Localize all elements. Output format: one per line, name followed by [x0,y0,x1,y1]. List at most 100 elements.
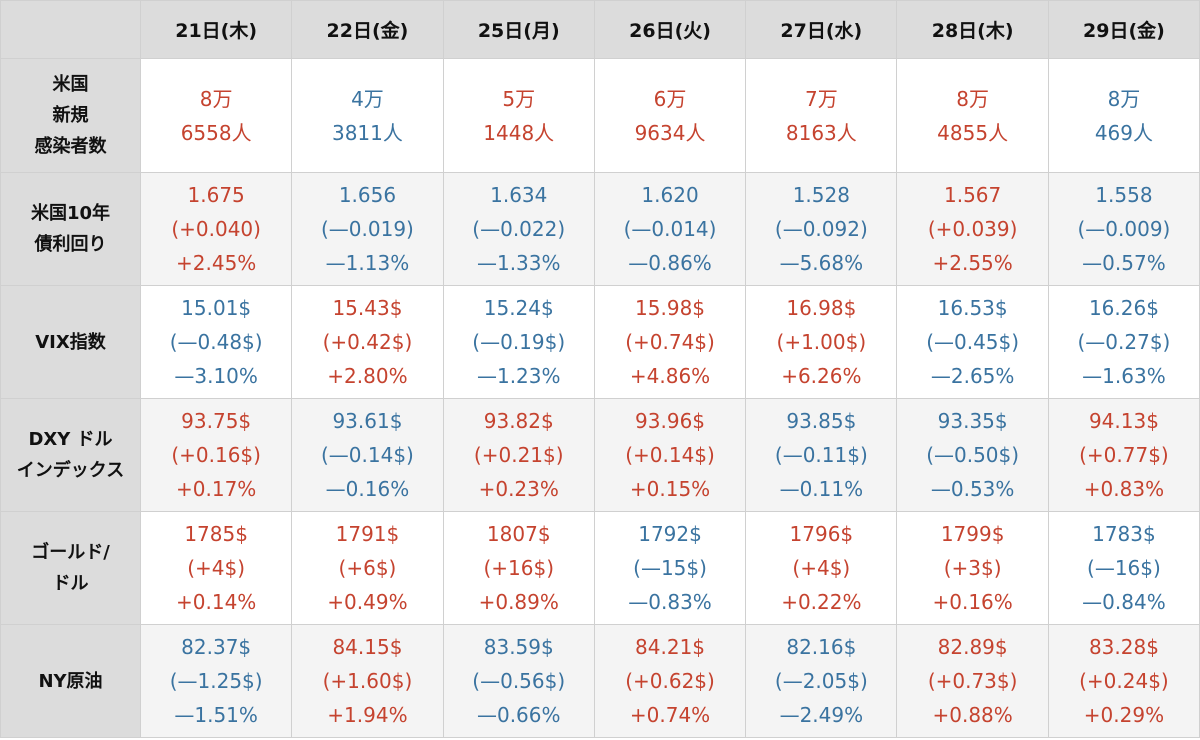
value-cell: 1796$ (+4$) +0.22% [745,511,898,625]
value-text: 93.82$ [483,409,554,433]
value-cell: 82.89$ (+0.73$) +0.88% [896,624,1049,738]
percent-text: +2.55% [932,251,1013,275]
value-text: 93.35$ [937,409,1008,433]
row-label: NY原油 [0,624,141,738]
change-text: (—16$) [1087,556,1161,580]
value-text: 1.567 [944,183,1002,207]
percent-text: +2.45% [176,251,257,275]
percent-text: —1.23% [476,364,561,388]
count-remainder-text: 4855人 [937,120,1009,145]
value-cell: 1791$ (+6$) +0.49% [291,511,444,625]
change-text: (—0.48$) [169,330,263,354]
table-row: ゴールド/ ドル 1785$ (+4$) +0.14% 1791$ (+6$) +0.49%… [0,511,1200,625]
change-text: (+4$) [792,556,851,580]
value-text: 1791$ [335,522,400,546]
count-ten-thousands-text: 7万 [804,86,838,111]
value-text: 1.634 [490,183,548,207]
value-text: 16.53$ [937,296,1008,320]
change-text: (+4$) [187,556,246,580]
change-text: (+0.62$) [625,669,715,693]
value-cell: 1.567 (+0.039) +2.55% [896,172,1049,286]
change-text: (—1.25$) [169,669,263,693]
count-remainder-text: 9634人 [634,120,706,145]
percent-text: —1.13% [325,251,410,275]
date-header: 25日(月) [442,0,595,59]
count-remainder-text: 1448人 [483,120,555,145]
percent-text: —0.84% [1082,590,1166,614]
change-text: (+1.00$) [776,330,867,354]
change-text: (+0.040) [171,217,261,241]
value-text: 1.528 [792,183,850,207]
percent-text: +0.16% [932,590,1013,614]
value-cell: 16.98$ (+1.00$) +6.26% [745,285,898,399]
change-text: (—0.56$) [472,669,566,693]
value-text: 82.16$ [786,635,857,659]
percent-text: +1.94% [327,703,408,727]
value-cell: 1.620 (—0.014) —0.86% [593,172,747,286]
percent-text: —1.51% [174,703,258,727]
row-label: DXY ドル インデックス [0,398,141,512]
value-cell: 5万 1448人 [442,58,595,173]
value-text: 82.89$ [937,635,1008,659]
date-header: 22日(金) [291,0,444,59]
percent-text: +0.88% [932,703,1013,727]
change-text: (—0.14$) [321,443,414,467]
value-cell: 84.15$ (+1.60$) +1.94% [291,624,444,738]
value-text: 93.85$ [786,409,857,433]
table-row: NY原油 82.37$ (—1.25$) —1.51% 84.15$ (+1.60$) +1… [0,624,1200,738]
percent-text: —2.49% [779,703,864,727]
change-text: (+0.42$) [322,330,413,354]
value-text: 16.26$ [1088,296,1159,320]
percent-text: —0.83% [628,590,712,614]
row-label: VIX指数 [0,285,141,399]
value-cell: 93.75$ (+0.16$) +0.17% [139,398,293,512]
percent-text: +0.17% [176,477,257,501]
percent-text: —0.16% [325,477,410,501]
change-text: (—0.014) [623,217,717,241]
percent-text: —1.33% [476,251,561,275]
value-text: 83.59$ [483,635,554,659]
percent-text: —3.10% [174,364,258,388]
change-text: (+0.16$) [171,443,261,467]
value-cell: 93.61$ (—0.14$) —0.16% [291,398,444,512]
value-text: 1.675 [187,183,245,207]
value-cell: 1.528 (—0.092) —5.68% [745,172,898,286]
date-header: 28日(木) [896,0,1049,59]
value-cell: 82.16$ (—2.05$) —2.49% [745,624,898,738]
change-text: (+0.77$) [1079,443,1169,467]
value-cell: 1799$ (+3$) +0.16% [896,511,1049,625]
percent-text: —2.65% [930,364,1015,388]
value-cell: 93.35$ (—0.50$) —0.53% [896,398,1049,512]
percent-text: —5.68% [779,251,864,275]
value-text: 15.98$ [635,296,706,320]
value-cell: 8万 4855人 [896,58,1049,173]
value-text: 1799$ [940,522,1005,546]
value-text: 1785$ [184,522,248,546]
row-label: 米国10年 債利回り [0,172,141,286]
percent-text: +0.49% [327,590,408,614]
value-cell: 8万 6558人 [139,58,293,173]
value-cell: 1783$ (—16$) —0.84% [1047,511,1200,625]
count-remainder-text: 469人 [1094,120,1154,145]
value-text: 1792$ [638,522,702,546]
percent-text: +2.80% [327,364,408,388]
table-row: DXY ドル インデックス 93.75$ (+0.16$) +0.17% 93.61$ (… [0,398,1200,512]
value-cell: 1785$ (+4$) +0.14% [139,511,293,625]
value-text: 93.75$ [181,409,252,433]
change-text: (+0.21$) [473,443,564,467]
value-cell: 15.43$ (+0.42$) +2.80% [291,285,444,399]
percent-text: —0.66% [476,703,561,727]
value-cell: 83.28$ (+0.24$) +0.29% [1047,624,1200,738]
date-header: 26日(火) [593,0,747,59]
value-text: 15.43$ [332,296,403,320]
change-text: (+3$) [943,556,1002,580]
change-text: (—0.092) [774,217,868,241]
percent-text: +0.15% [629,477,711,501]
value-text: 1807$ [486,522,551,546]
percent-text: +0.22% [781,590,862,614]
percent-text: —0.53% [930,477,1015,501]
value-cell: 8万 469人 [1047,58,1200,173]
percent-text: —1.63% [1082,364,1166,388]
value-text: 1.558 [1095,183,1153,207]
